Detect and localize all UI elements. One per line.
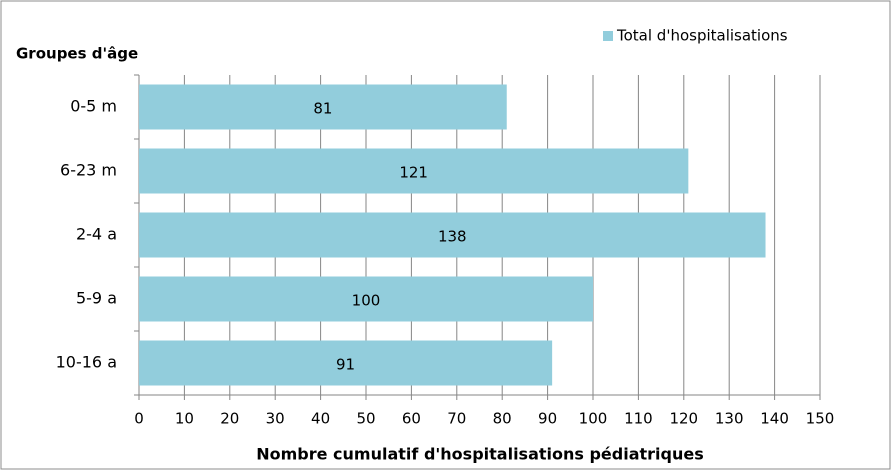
x-tick-label: 50	[356, 410, 375, 428]
data-label: 100	[352, 292, 381, 310]
x-tick-label: 140	[760, 410, 789, 428]
x-tick-label: 130	[715, 410, 744, 428]
y-tick-label: 10-16 a	[56, 353, 117, 372]
x-tick-label: 120	[669, 410, 698, 428]
y-tick-label: 2-4 a	[76, 225, 117, 244]
y-tick-label: 0-5 m	[70, 97, 117, 116]
y-tick-label: 6-23 m	[60, 161, 117, 180]
bar	[139, 340, 553, 386]
x-tick-label: 80	[493, 410, 512, 428]
x-tick-label: 150	[806, 410, 835, 428]
x-tick-label: 90	[538, 410, 557, 428]
data-label: 81	[313, 100, 332, 118]
legend-swatch	[603, 31, 613, 41]
bar	[139, 148, 689, 194]
bar	[139, 276, 593, 322]
x-tick-label: 70	[447, 410, 466, 428]
x-tick-label: 30	[266, 410, 285, 428]
x-tick-label: 100	[579, 410, 608, 428]
data-label: 91	[336, 356, 355, 374]
bar	[139, 212, 766, 258]
legend-label: Total d'hospitalisations	[616, 27, 788, 45]
x-tick-label: 0	[134, 410, 144, 428]
bar	[139, 84, 507, 130]
x-tick-label: 10	[175, 410, 194, 428]
data-label: 121	[399, 164, 428, 182]
x-tick-label: 60	[402, 410, 421, 428]
x-axis-title: Nombre cumulatif d'hospitalisations pédi…	[256, 445, 704, 464]
y-axis-title: Groupes d'âge	[16, 45, 138, 63]
y-tick-label: 5-9 a	[76, 289, 117, 308]
x-tick-label: 40	[311, 410, 330, 428]
x-tick-label: 110	[624, 410, 653, 428]
x-tick-label: 20	[220, 410, 239, 428]
data-label: 138	[438, 228, 467, 246]
